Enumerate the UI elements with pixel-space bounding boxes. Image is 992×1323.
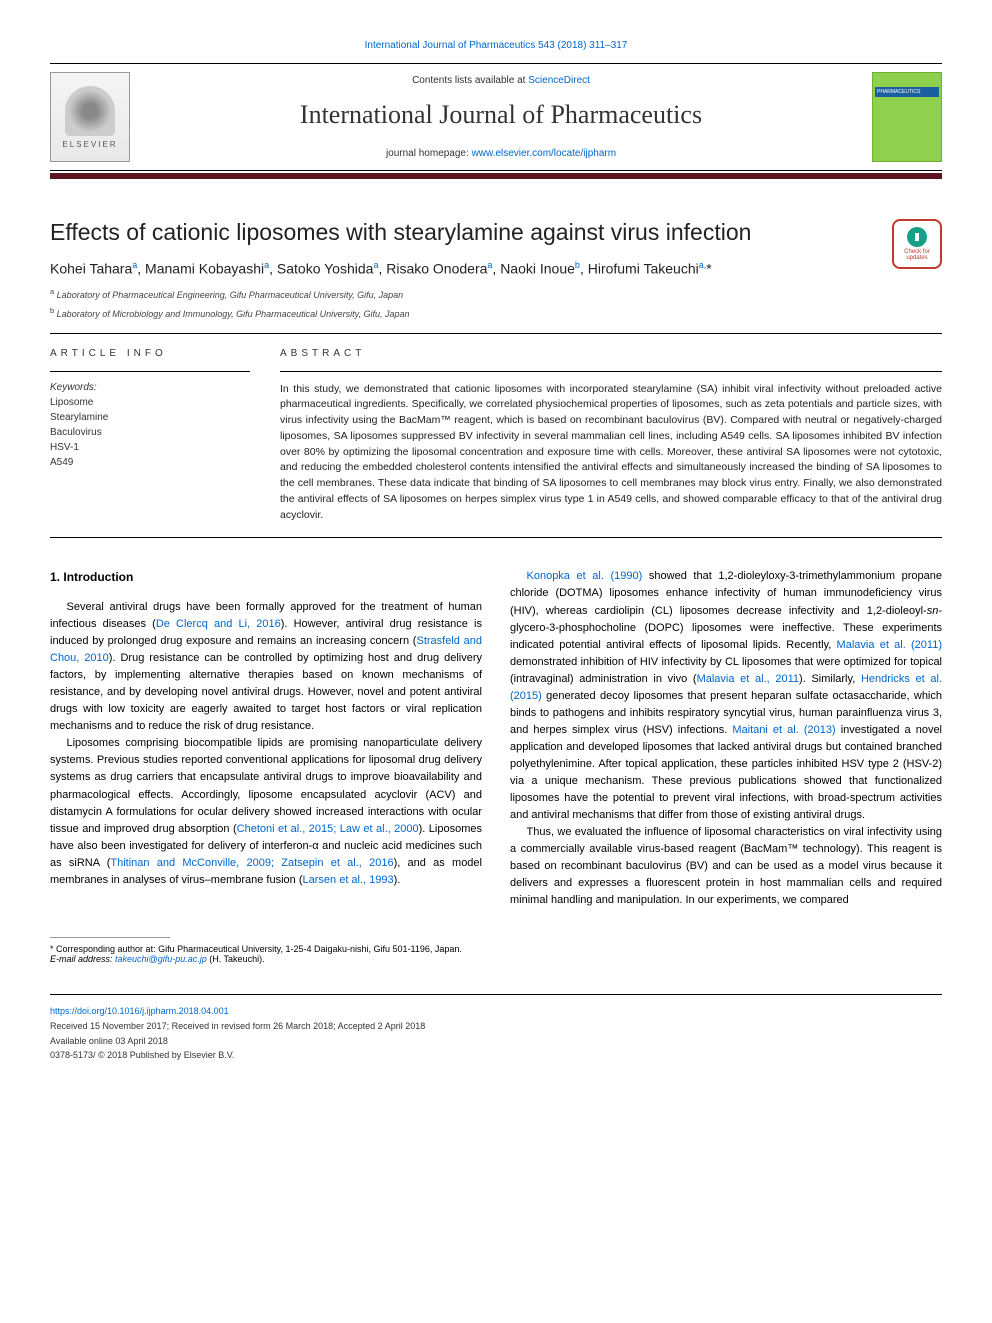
affiliation: b Laboratory of Microbiology and Immunol… bbox=[50, 306, 942, 319]
journal-name: International Journal of Pharmaceutics bbox=[130, 100, 872, 130]
elsevier-tree-icon bbox=[65, 86, 115, 136]
author-list: Kohei Taharaa, Manami Kobayashia, Satoko… bbox=[50, 260, 942, 277]
body-paragraph: Konopka et al. (1990) showed that 1,2-di… bbox=[510, 568, 942, 824]
doi-link[interactable]: https://doi.org/10.1016/j.ijpharm.2018.0… bbox=[50, 1005, 942, 1018]
keywords-label: Keywords: bbox=[50, 382, 250, 393]
keyword-item: Stearylamine bbox=[50, 410, 250, 425]
keyword-item: A549 bbox=[50, 455, 250, 470]
divider-short bbox=[50, 937, 170, 938]
email-link[interactable]: takeuchi@gifu-pu.ac.jp bbox=[115, 954, 207, 964]
section-title: Introduction bbox=[63, 570, 133, 584]
body-paragraph: Thus, we evaluated the influence of lipo… bbox=[510, 824, 942, 909]
body-paragraph: Liposomes comprising biocompatible lipid… bbox=[50, 735, 482, 888]
article-info-label: ARTICLE INFO bbox=[50, 348, 250, 359]
corresponding-author: * Corresponding author at: Gifu Pharmace… bbox=[50, 937, 942, 964]
sciencedirect-link[interactable]: ScienceDirect bbox=[528, 75, 590, 86]
header-center: Contents lists available at ScienceDirec… bbox=[130, 75, 872, 159]
section-heading: 1. Introduction bbox=[50, 568, 482, 587]
elsevier-logo: ELSEVIER bbox=[50, 72, 130, 162]
check-updates-badge[interactable]: Check for updates bbox=[892, 219, 942, 269]
abstract-label: ABSTRACT bbox=[280, 348, 942, 359]
homepage-prefix: journal homepage: bbox=[386, 148, 472, 159]
corr-label: * Corresponding author at: Gifu Pharmace… bbox=[50, 944, 942, 954]
abstract-text: In this study, we demonstrated that cati… bbox=[280, 382, 942, 524]
divider bbox=[50, 333, 942, 334]
article-info-row: ARTICLE INFO Keywords: LiposomeStearylam… bbox=[50, 348, 942, 524]
section-number: 1. bbox=[50, 570, 60, 584]
available-line: Available online 03 April 2018 bbox=[50, 1035, 942, 1048]
homepage-link[interactable]: www.elsevier.com/locate/ijpharm bbox=[472, 148, 617, 159]
contents-line: Contents lists available at ScienceDirec… bbox=[130, 75, 872, 86]
body-columns: 1. Introduction Several antiviral drugs … bbox=[50, 568, 942, 909]
divider bbox=[50, 371, 250, 372]
check-updates-line2: updates bbox=[906, 255, 927, 261]
received-line: Received 15 November 2017; Received in r… bbox=[50, 1020, 942, 1033]
elsevier-label: ELSEVIER bbox=[62, 140, 117, 149]
accent-bar bbox=[50, 173, 942, 179]
body-section: 1. Introduction Several antiviral drugs … bbox=[50, 568, 942, 909]
contents-prefix: Contents lists available at bbox=[412, 75, 528, 86]
divider bbox=[50, 537, 942, 538]
article-info-left: ARTICLE INFO Keywords: LiposomeStearylam… bbox=[50, 348, 250, 524]
footer: https://doi.org/10.1016/j.ijpharm.2018.0… bbox=[50, 994, 942, 1061]
keyword-item: Baculovirus bbox=[50, 425, 250, 440]
divider bbox=[280, 371, 942, 372]
keyword-item: Liposome bbox=[50, 395, 250, 410]
title-block: Check for updates Effects of cationic li… bbox=[50, 219, 942, 319]
email-label: E-mail address: bbox=[50, 954, 115, 964]
abstract-block: ABSTRACT In this study, we demonstrated … bbox=[280, 348, 942, 524]
body-paragraph: Several antiviral drugs have been formal… bbox=[50, 599, 482, 735]
article-title: Effects of cationic liposomes with stear… bbox=[50, 219, 942, 246]
bookmark-icon bbox=[907, 227, 927, 247]
keyword-item: HSV-1 bbox=[50, 440, 250, 455]
citation-header: International Journal of Pharmaceutics 5… bbox=[50, 40, 942, 51]
email-suffix: (H. Takeuchi). bbox=[207, 954, 265, 964]
homepage-line: journal homepage: www.elsevier.com/locat… bbox=[130, 148, 872, 159]
journal-cover-thumbnail bbox=[872, 72, 942, 162]
affiliation: a Laboratory of Pharmaceutical Engineeri… bbox=[50, 287, 942, 300]
copyright-line: 0378-5173/ © 2018 Published by Elsevier … bbox=[50, 1049, 942, 1062]
journal-header: ELSEVIER Contents lists available at Sci… bbox=[50, 63, 942, 171]
